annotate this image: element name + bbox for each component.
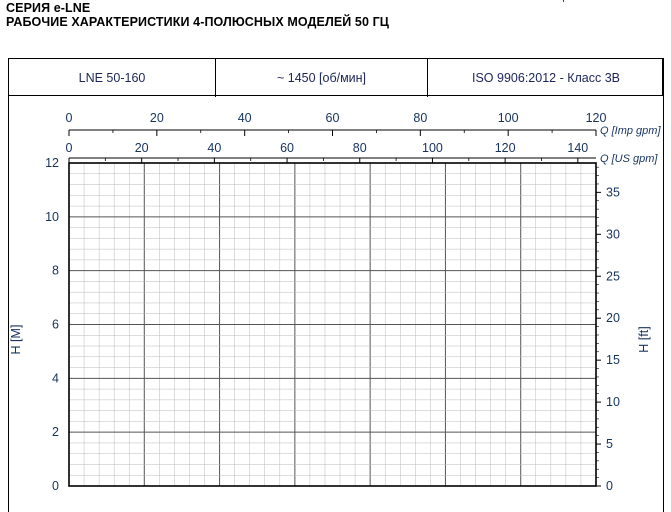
svg-text:10: 10 — [45, 210, 59, 224]
svg-text:40: 40 — [238, 111, 252, 125]
svg-text:0: 0 — [606, 479, 613, 493]
svg-text:20: 20 — [606, 311, 620, 325]
svg-text:12: 12 — [45, 156, 59, 170]
svg-text:15: 15 — [606, 353, 620, 367]
svg-text:Q [US gpm]: Q [US gpm] — [600, 153, 658, 165]
svg-text:6: 6 — [52, 318, 59, 332]
svg-text:20: 20 — [135, 141, 149, 155]
svg-text:120: 120 — [586, 111, 607, 125]
svg-text:H [M]: H [M] — [9, 325, 23, 355]
svg-text:40: 40 — [207, 141, 221, 155]
svg-text:8: 8 — [52, 264, 59, 278]
svg-text:4: 4 — [52, 371, 59, 385]
svg-text:0: 0 — [66, 141, 73, 155]
svg-text:100: 100 — [422, 141, 443, 155]
svg-text:120: 120 — [495, 141, 516, 155]
svg-text:80: 80 — [353, 141, 367, 155]
svg-text:30: 30 — [606, 227, 620, 241]
svg-text:H [ft]: H [ft] — [637, 326, 651, 352]
svg-text:140: 140 — [567, 141, 588, 155]
svg-text:2: 2 — [52, 425, 59, 439]
svg-text:60: 60 — [326, 111, 340, 125]
svg-text:80: 80 — [413, 111, 427, 125]
svg-text:10: 10 — [606, 395, 620, 409]
svg-text:20: 20 — [150, 111, 164, 125]
svg-text:0: 0 — [66, 111, 73, 125]
svg-text:25: 25 — [606, 269, 620, 283]
svg-text:35: 35 — [606, 185, 620, 199]
svg-text:5: 5 — [606, 437, 613, 451]
svg-text:100: 100 — [498, 111, 519, 125]
svg-text:60: 60 — [280, 141, 294, 155]
svg-text:Q [Imp gpm]: Q [Imp gpm] — [600, 125, 661, 137]
svg-text:0: 0 — [52, 479, 59, 493]
